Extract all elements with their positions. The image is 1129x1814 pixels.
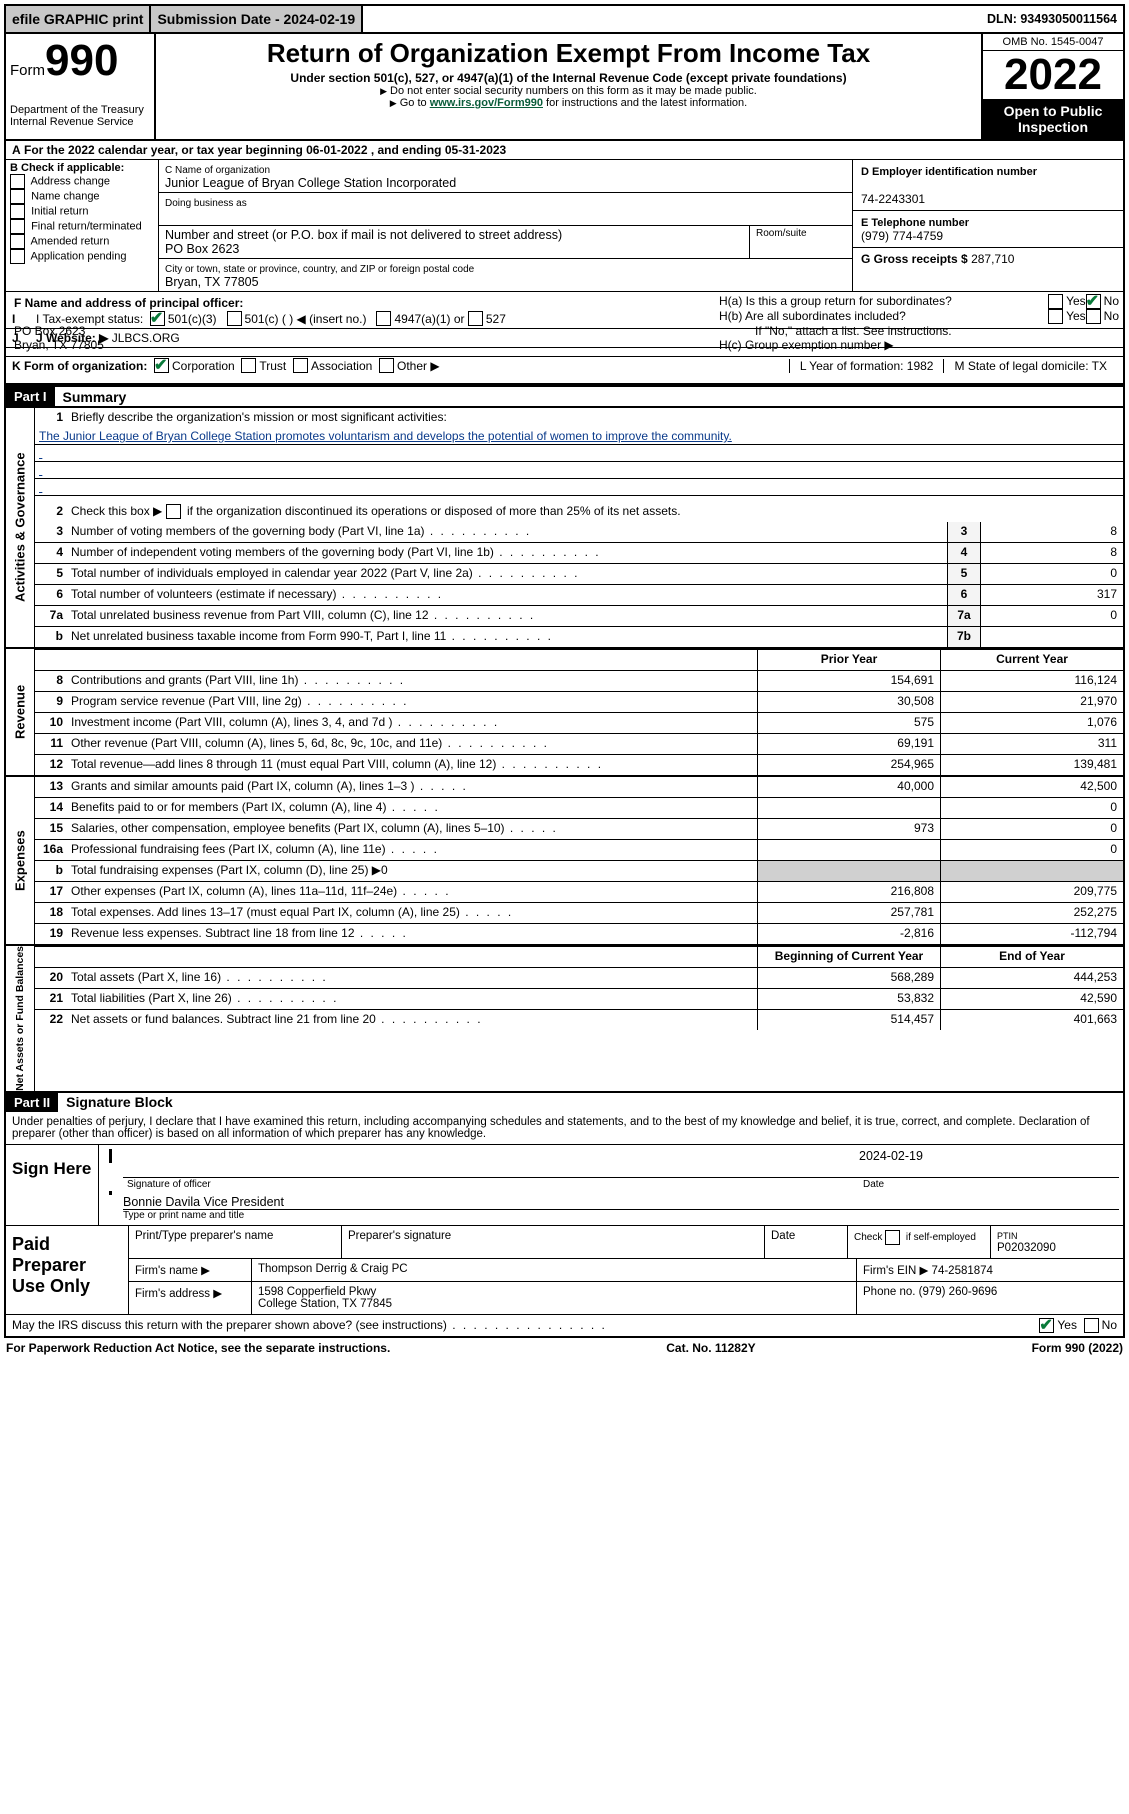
year-formation: L Year of formation: 1982: [789, 359, 944, 373]
preparer-phone: (979) 260-9696: [919, 1286, 998, 1298]
table-row: bTotal fundraising expenses (Part IX, co…: [35, 861, 1123, 882]
firm-name: Thompson Derrig & Craig PC: [252, 1259, 857, 1281]
omb-number: OMB No. 1545-0047: [983, 34, 1123, 51]
open-inspection: Open to Public Inspection: [983, 99, 1123, 139]
subtitle-3: Go to www.irs.gov/Form990 for instructio…: [162, 97, 975, 109]
firm-ein: 74-2581874: [932, 1265, 993, 1277]
expenses-table: Expenses 13Grants and similar amounts pa…: [4, 777, 1125, 946]
section-b: B Check if applicable: Address change Na…: [6, 160, 159, 291]
table-row: 22Net assets or fund balances. Subtract …: [35, 1010, 1123, 1030]
mission-text: The Junior League of Bryan College Stati…: [35, 428, 1123, 445]
cb-corp[interactable]: [154, 358, 169, 373]
street-address: PO Box 2623: [165, 242, 239, 256]
sign-here-label: Sign Here: [6, 1145, 98, 1225]
netassets-table: Net Assets or Fund Balances Beginning of…: [4, 946, 1125, 1093]
discuss-yes[interactable]: [1039, 1318, 1054, 1333]
checkbox-amended[interactable]: [10, 234, 25, 249]
table-row: 15Salaries, other compensation, employee…: [35, 819, 1123, 840]
cb-501c[interactable]: [227, 311, 242, 326]
declaration: Under penalties of perjury, I declare th…: [6, 1112, 1123, 1144]
table-row: 6Total number of volunteers (estimate if…: [35, 585, 1123, 606]
cb-self-employed[interactable]: [885, 1230, 900, 1245]
revenue-table: Revenue Prior Year Current Year 8Contrib…: [4, 649, 1125, 777]
section-c: C Name of organization Junior League of …: [159, 160, 852, 291]
side-revenue: Revenue: [6, 649, 35, 775]
table-row: 4Number of independent voting members of…: [35, 543, 1123, 564]
top-bar: efile GRAPHIC print Submission Date - 20…: [4, 4, 1125, 34]
cb-501c3[interactable]: [150, 311, 165, 326]
table-row: 14Benefits paid to or for members (Part …: [35, 798, 1123, 819]
submission-date: Submission Date - 2024-02-19: [151, 6, 363, 32]
table-row: 9Program service revenue (Part VIII, lin…: [35, 692, 1123, 713]
ptin: P02032090: [997, 1242, 1056, 1254]
table-row: 7aTotal unrelated business revenue from …: [35, 606, 1123, 627]
state-domicile: M State of legal domicile: TX: [943, 359, 1117, 373]
table-row: 10Investment income (Part VIII, column (…: [35, 713, 1123, 734]
table-row: 18Total expenses. Add lines 13–17 (must …: [35, 903, 1123, 924]
checkbox-app-pending[interactable]: [10, 249, 25, 264]
hb-yes[interactable]: [1048, 309, 1063, 324]
part2-header: Part II: [6, 1093, 58, 1112]
table-row: 5Total number of individuals employed in…: [35, 564, 1123, 585]
block-bcd: B Check if applicable: Address change Na…: [4, 160, 1125, 292]
cb-other[interactable]: [379, 358, 394, 373]
dln: DLN: 93493050011564: [981, 6, 1123, 32]
gross-receipts: 287,710: [971, 252, 1014, 266]
table-row: 3Number of voting members of the governi…: [35, 522, 1123, 543]
tax-year: 2022: [983, 51, 1123, 99]
cb-4947[interactable]: [376, 311, 391, 326]
subtitle-2: Do not enter social security numbers on …: [162, 85, 975, 97]
subtitle-1: Under section 501(c), 527, or 4947(a)(1)…: [162, 71, 975, 85]
table-row: 16aProfessional fundraising fees (Part I…: [35, 840, 1123, 861]
ein: 74-2243301: [861, 192, 925, 206]
checkbox-address-change[interactable]: [10, 174, 25, 189]
sig-date: 2024-02-19: [859, 1149, 923, 1163]
discuss-no[interactable]: [1084, 1318, 1099, 1333]
form-header: Form990 Department of the TreasuryIntern…: [4, 34, 1125, 141]
section-d: D Employer identification number74-22433…: [852, 160, 1123, 291]
table-row: bNet unrelated business taxable income f…: [35, 627, 1123, 647]
paid-preparer: Paid Preparer Use Only Print/Type prepar…: [6, 1225, 1123, 1314]
table-row: 17Other expenses (Part IX, column (A), l…: [35, 882, 1123, 903]
dept-label: Department of the TreasuryInternal Reven…: [10, 104, 150, 128]
row-i: [4, 305, 1125, 309]
table-row: 12Total revenue—add lines 8 through 11 (…: [35, 755, 1123, 775]
table-row: 11Other revenue (Part VIII, column (A), …: [35, 734, 1123, 755]
signature-block: Under penalties of perjury, I declare th…: [4, 1112, 1125, 1338]
efile-button[interactable]: efile GRAPHIC print: [6, 6, 151, 32]
form-number: Form990: [10, 36, 150, 86]
side-expenses: Expenses: [6, 777, 35, 944]
checkbox-final-return[interactable]: [10, 219, 25, 234]
side-governance: Activities & Governance: [6, 408, 35, 647]
form-title: Return of Organization Exempt From Incom…: [162, 38, 975, 69]
part1-table: Activities & Governance 1 Briefly descri…: [4, 406, 1125, 649]
side-netassets: Net Assets or Fund Balances: [6, 946, 35, 1091]
table-row: 13Grants and similar amounts paid (Part …: [35, 777, 1123, 798]
part1-header-row: Part I Summary: [4, 385, 1125, 406]
cb-527[interactable]: [468, 311, 483, 326]
city-state-zip: Bryan, TX 77805: [165, 275, 259, 289]
part1-header: Part I: [6, 387, 55, 406]
section-a: A For the 2022 calendar year, or tax yea…: [4, 141, 1125, 160]
table-row: 21Total liabilities (Part X, line 26)53,…: [35, 989, 1123, 1010]
section-h: H(a) Is this a group return for subordin…: [715, 292, 1123, 356]
discuss-row: May the IRS discuss this return with the…: [6, 1314, 1123, 1336]
website[interactable]: JLBCS.ORG: [112, 331, 180, 345]
cb-trust[interactable]: [241, 358, 256, 373]
cb-discontinued[interactable]: [166, 504, 181, 519]
checkbox-initial-return[interactable]: [10, 204, 25, 219]
table-row: 8Contributions and grants (Part VIII, li…: [35, 671, 1123, 692]
part2-header-row: Part II Signature Block: [4, 1093, 1125, 1112]
firm-address: 1598 Copperfield PkwyCollege Station, TX…: [252, 1282, 857, 1314]
checkbox-name-change[interactable]: [10, 189, 25, 204]
phone: (979) 774-4759: [861, 229, 943, 243]
hb-no[interactable]: [1086, 309, 1101, 324]
org-name: Junior League of Bryan College Station I…: [165, 176, 456, 190]
page-footer: For Paperwork Reduction Act Notice, see …: [4, 1338, 1125, 1358]
irs-link[interactable]: www.irs.gov/Form990: [430, 97, 543, 109]
table-row: 19Revenue less expenses. Subtract line 1…: [35, 924, 1123, 944]
cb-assoc[interactable]: [293, 358, 308, 373]
officer-name: Bonnie Davila Vice President: [123, 1195, 284, 1209]
table-row: 20Total assets (Part X, line 16)568,2894…: [35, 968, 1123, 989]
